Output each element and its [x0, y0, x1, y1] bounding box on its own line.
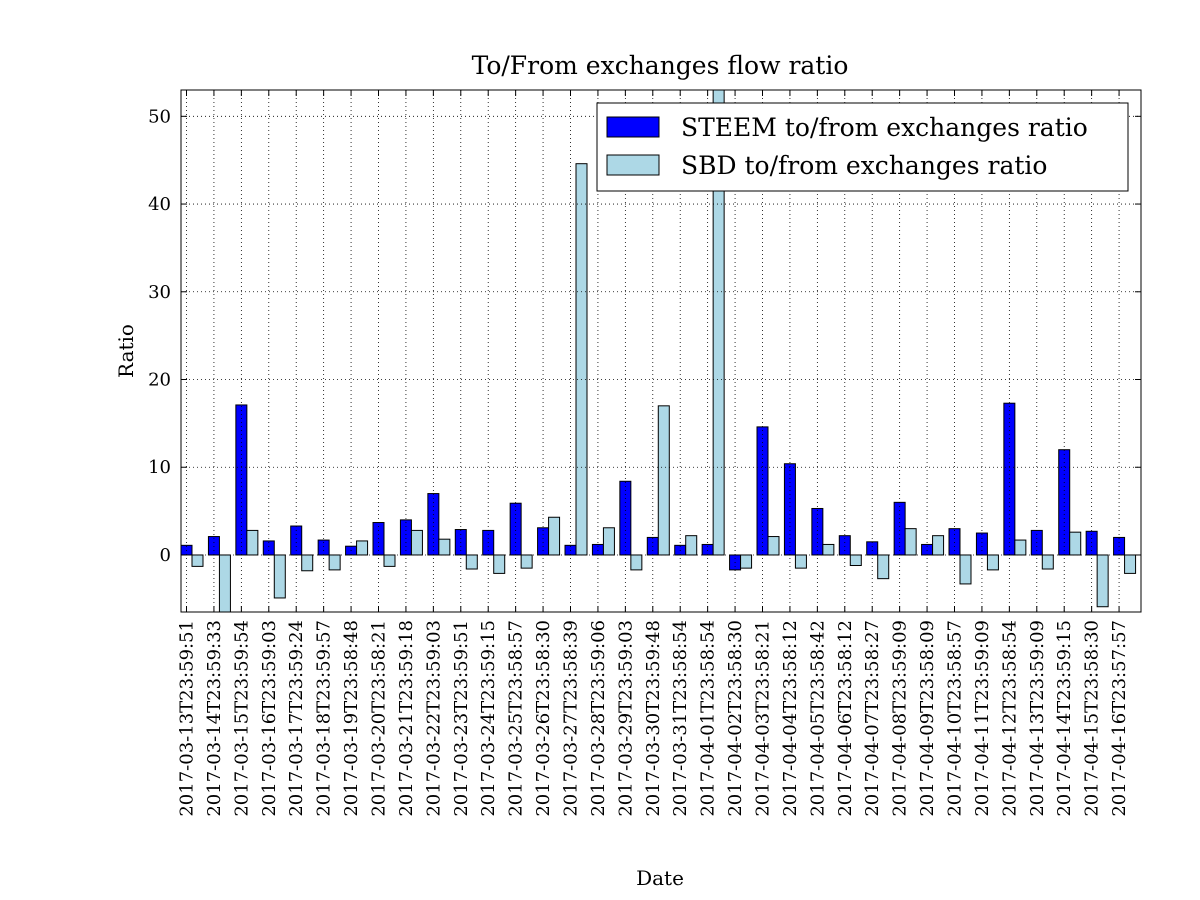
y-tick-label: 0 [160, 545, 171, 566]
x-tick-label: 2017-04-06T23:58:12 [835, 620, 856, 817]
x-tick-label: 2017-03-15T23:59:54 [231, 620, 252, 817]
bar [399, 519, 412, 556]
x-axis-label: Date [636, 866, 684, 890]
bar [975, 532, 988, 556]
bar [986, 554, 999, 571]
bar [948, 528, 961, 556]
x-tick-label: 2017-04-08T23:59:09 [890, 620, 911, 817]
bar [959, 554, 972, 585]
y-tick-label: 40 [148, 194, 171, 215]
bar [235, 404, 248, 556]
legend-box [596, 102, 1129, 192]
bar [602, 527, 615, 556]
bar [1069, 531, 1082, 556]
bar [218, 554, 231, 612]
legend-label: SBD to/from exchanges ratio [681, 151, 1047, 180]
x-tick-label: 2017-03-18T23:59:57 [314, 620, 335, 817]
legend-swatch [606, 154, 660, 176]
bar [356, 540, 369, 556]
bar [685, 535, 698, 556]
x-tick-label: 2017-03-21T23:59:18 [396, 620, 417, 817]
bar [328, 554, 341, 571]
x-tick-label: 2017-04-10T23:58:57 [945, 620, 966, 817]
bar [794, 554, 807, 569]
bar [866, 541, 879, 556]
bar [783, 463, 796, 556]
x-tick-label: 2017-04-03T23:58:21 [753, 620, 774, 817]
bar [849, 554, 862, 567]
bar [438, 538, 451, 556]
x-tick-label: 2017-04-16T23:57:57 [1109, 620, 1130, 817]
x-tick-label: 2017-04-14T23:59:15 [1054, 620, 1075, 817]
bar [877, 554, 890, 580]
x-tick-label: 2017-04-04T23:58:12 [780, 620, 801, 817]
bar [811, 507, 824, 556]
bar [1096, 554, 1109, 608]
legend-label: STEEM to/from exchanges ratio [681, 113, 1088, 142]
bar [548, 516, 561, 556]
bar [493, 554, 506, 574]
x-tick-label: 2017-03-14T23:59:33 [204, 620, 225, 817]
x-tick-label: 2017-03-13T23:59:51 [177, 620, 198, 817]
x-tick-label: 2017-04-13T23:59:09 [1027, 620, 1048, 817]
bar [712, 90, 725, 556]
y-axis-label: Ratio [114, 324, 138, 378]
bar [630, 554, 643, 571]
legend-swatch [606, 116, 660, 138]
plot-frame [180, 89, 1142, 613]
x-tick-label: 2017-03-25T23:58:57 [506, 620, 527, 817]
x-tick-label: 2017-04-01T23:58:54 [698, 620, 719, 817]
x-tick-label: 2017-03-29T23:59:03 [615, 620, 636, 817]
x-tick-label: 2017-04-15T23:58:30 [1082, 620, 1103, 817]
bar [246, 529, 259, 556]
x-tick-label: 2017-03-23T23:59:51 [451, 620, 472, 817]
x-tick-label: 2017-04-05T23:58:42 [807, 620, 828, 817]
bar [410, 529, 423, 556]
bar [520, 554, 533, 569]
bar [273, 554, 286, 599]
chart-title: To/From exchanges flow ratio [472, 51, 849, 80]
y-tick-label: 10 [148, 457, 171, 478]
x-tick-label: 2017-03-26T23:58:30 [533, 620, 554, 817]
bar [191, 554, 204, 567]
bar [301, 554, 314, 572]
bar [575, 163, 588, 556]
bar [207, 536, 220, 556]
y-tick-label: 30 [148, 282, 171, 303]
bar [904, 528, 917, 556]
bar [767, 536, 780, 556]
x-tick-label: 2017-04-09T23:58:09 [917, 620, 938, 817]
x-tick-label: 2017-03-24T23:59:15 [478, 620, 499, 817]
x-tick-label: 2017-03-17T23:59:24 [286, 620, 307, 817]
bar [1041, 554, 1054, 570]
x-tick-label: 2017-03-19T23:58:48 [341, 620, 362, 817]
bar [1124, 554, 1137, 574]
y-tick-label: 50 [148, 106, 171, 127]
x-tick-label: 2017-03-31T23:58:54 [670, 620, 691, 817]
bar [262, 540, 275, 556]
bar [465, 554, 478, 570]
bar [1014, 539, 1027, 556]
x-tick-label: 2017-03-28T23:59:06 [588, 620, 609, 817]
x-tick-label: 2017-03-22T23:59:03 [423, 620, 444, 817]
x-tick-label: 2017-04-11T23:59:09 [972, 620, 993, 817]
x-tick-label: 2017-04-07T23:58:27 [862, 620, 883, 817]
bar [822, 543, 835, 556]
bar [740, 554, 753, 569]
x-tick-label: 2017-03-30T23:59:48 [643, 620, 664, 817]
y-tick-label: 20 [148, 370, 171, 391]
bar [383, 554, 396, 567]
x-tick-label: 2017-03-20T23:58:21 [369, 620, 390, 817]
x-tick-label: 2017-03-16T23:59:03 [259, 620, 280, 817]
x-tick-label: 2017-04-02T23:58:30 [725, 620, 746, 817]
bar [1003, 402, 1016, 556]
bar [657, 405, 670, 556]
bar [932, 535, 945, 556]
x-tick-label: 2017-04-12T23:58:54 [999, 620, 1020, 817]
x-tick-label: 2017-03-27T23:58:39 [561, 620, 582, 817]
